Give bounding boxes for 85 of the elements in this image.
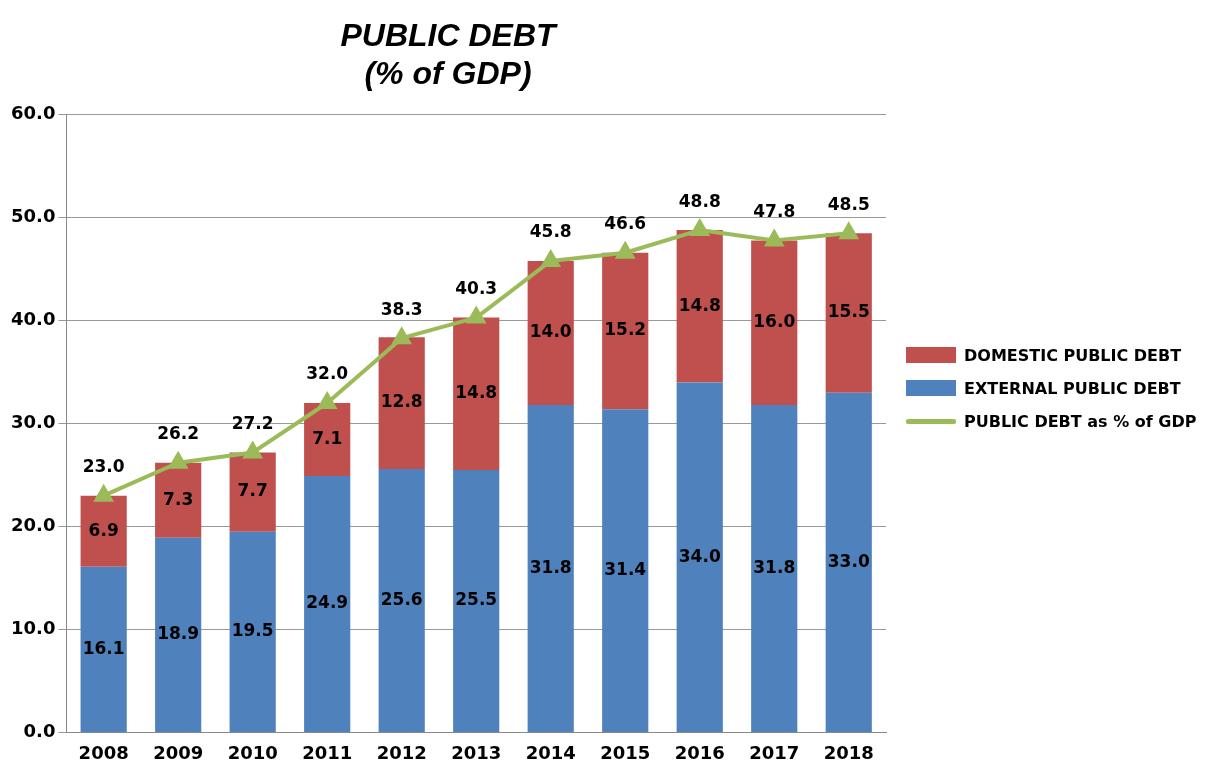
data-label: 7.3 <box>163 488 194 509</box>
x-tick-label: 2009 <box>153 741 204 763</box>
y-tick-label: 30.0 <box>10 411 56 433</box>
data-label: 25.6 <box>380 588 423 609</box>
data-label: 7.7 <box>237 480 268 501</box>
point <box>690 220 709 237</box>
data-label: 33.0 <box>827 550 870 571</box>
point <box>392 328 411 345</box>
data-label: 47.8 <box>753 200 796 221</box>
bar <box>453 469 500 732</box>
data-label: 16.0 <box>753 311 796 332</box>
data-label: 24.9 <box>306 592 349 613</box>
legend-label: EXTERNAL PUBLIC DEBT <box>964 378 1181 398</box>
x-tick-label: 2010 <box>227 741 278 763</box>
data-label: 7.1 <box>312 427 343 448</box>
data-label: 15.5 <box>827 301 870 322</box>
x-tick-label: 2015 <box>600 741 651 763</box>
x-tick-label: 2012 <box>376 741 427 763</box>
data-label: 12.8 <box>380 391 423 412</box>
x-tick-label: 2011 <box>302 741 353 763</box>
x-tick-label: 2018 <box>823 741 874 763</box>
x-tick-label: 2016 <box>674 741 725 763</box>
point <box>541 250 560 267</box>
x-tick-label: 2017 <box>749 741 800 763</box>
data-label: 34.0 <box>678 545 721 566</box>
bar <box>527 405 574 732</box>
bar <box>378 468 425 732</box>
y-tick-label: 50.0 <box>10 205 56 227</box>
data-label: 38.3 <box>380 298 423 319</box>
bar <box>676 382 723 732</box>
y-tick-label: 0.0 <box>23 720 56 742</box>
y-tick-label: 60.0 <box>10 102 56 124</box>
chart-title: PUBLIC DEBT (% of GDP) <box>340 17 559 92</box>
data-label: 14.8 <box>455 382 498 403</box>
bar <box>602 252 649 410</box>
bar <box>602 409 649 732</box>
bar <box>304 476 351 732</box>
bar <box>825 392 872 732</box>
point <box>839 223 858 240</box>
bar <box>751 405 798 732</box>
bar <box>378 337 425 469</box>
x-tick-label: 2013 <box>451 741 502 763</box>
bar <box>229 531 276 732</box>
data-label: 31.8 <box>529 556 572 577</box>
data-label: 15.2 <box>604 319 647 340</box>
point <box>765 230 784 247</box>
point <box>466 305 487 324</box>
data-label: 46.6 <box>604 213 647 234</box>
data-label: 6.9 <box>88 519 119 540</box>
x-tick-label: 2014 <box>525 741 576 763</box>
bar <box>155 537 202 732</box>
y-tick-label: 10.0 <box>10 617 56 639</box>
data-label: 27.2 <box>231 412 274 433</box>
point <box>318 393 337 410</box>
data-label: 14.8 <box>678 294 721 315</box>
legend-label: PUBLIC DEBT as % of GDP <box>964 411 1197 431</box>
data-label: 23.0 <box>82 456 125 477</box>
point <box>169 450 189 469</box>
point <box>93 483 114 502</box>
bar <box>453 317 500 470</box>
bar <box>751 240 798 406</box>
data-label: 26.2 <box>157 423 200 444</box>
bar <box>80 566 127 732</box>
bar <box>527 260 574 406</box>
data-label: 31.8 <box>753 556 796 577</box>
bar <box>825 233 872 393</box>
y-tick-label: 40.0 <box>10 308 56 330</box>
data-label: 45.8 <box>529 221 572 242</box>
data-label: 40.3 <box>455 278 498 298</box>
data-label: 19.5 <box>231 620 274 641</box>
point <box>243 442 262 459</box>
data-label: 16.1 <box>82 637 125 658</box>
data-label: 48.5 <box>827 193 870 214</box>
data-label: 32.0 <box>306 363 349 384</box>
bar <box>229 452 276 532</box>
bar <box>676 230 723 383</box>
data-label: 48.8 <box>678 190 721 211</box>
x-tick-label: 2008 <box>78 741 129 763</box>
data-label: 18.9 <box>157 623 200 644</box>
y-tick-label: 20.0 <box>10 514 56 536</box>
data-label: 31.4 <box>604 558 647 579</box>
data-label: 14.0 <box>529 321 572 342</box>
data-label: 25.5 <box>455 589 498 610</box>
legend-label: DOMESTIC PUBLIC DEBT <box>964 345 1182 365</box>
point <box>615 240 636 259</box>
